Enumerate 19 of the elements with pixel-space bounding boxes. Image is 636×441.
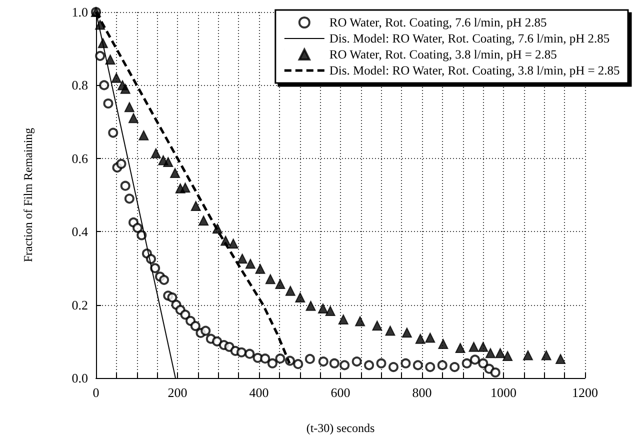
y-tick-label: 0.8 [72, 78, 88, 93]
x-tick-label: 400 [249, 385, 269, 400]
y-tick-label: 0.2 [72, 297, 88, 312]
x-tick-label: 600 [330, 385, 350, 400]
x-tick-label: 1200 [572, 385, 598, 400]
x-tick-label: 200 [168, 385, 188, 400]
y-tick-label: 0.0 [72, 370, 88, 386]
y-tick-label: 0.6 [72, 150, 88, 166]
y-axis-title: Fraction of Film Remaining [21, 128, 35, 262]
y-tick-label: 1.0 [72, 4, 88, 20]
x-axis-title: (t-30) seconds [306, 421, 375, 435]
y-tick-label: 0.4 [72, 224, 88, 240]
legend-label: Dis. Model: RO Water, Rot. Coating, 3.8 l/min, pH = 2.85 [329, 64, 620, 78]
x-tick-label: 1000 [490, 385, 516, 400]
legend-label: Dis. Model: RO Water, Rot. Coating, 7.6 l/min, pH 2.85 [329, 32, 610, 46]
legend-label: RO Water, Rot. Coating, 7.6 l/min, pH 2.85 [329, 16, 547, 30]
x-tick-label: 800 [412, 385, 432, 400]
x-tick-label: 0 [92, 385, 100, 400]
legend-label: RO Water, Rot. Coating, 3.8 l/min, pH = 2.85 [329, 48, 557, 62]
